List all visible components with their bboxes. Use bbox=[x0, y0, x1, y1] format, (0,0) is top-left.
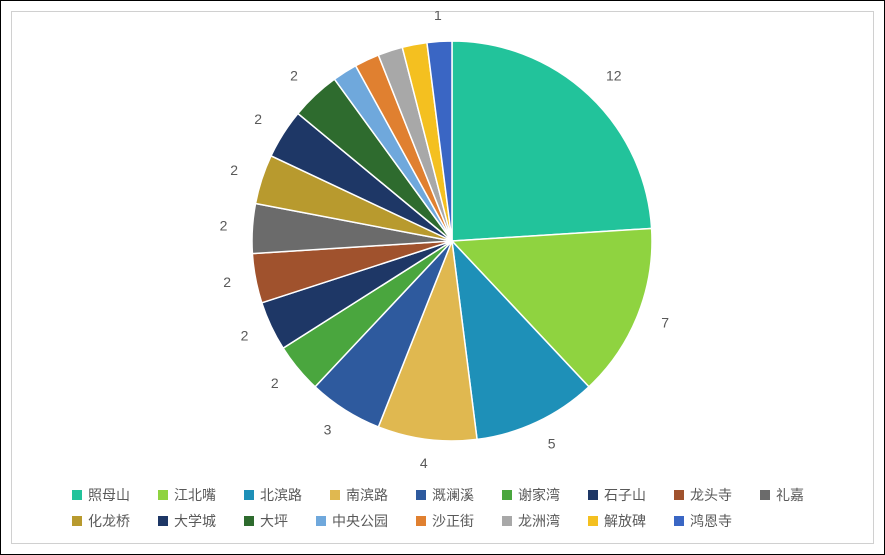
legend-item: 谢家湾 bbox=[502, 485, 560, 505]
slice-data-label: 7 bbox=[661, 315, 669, 331]
slice-data-label: 1 bbox=[434, 11, 442, 23]
chart-legend: 照母山 江北嘴 北滨路 南滨路 溉澜溪 谢家湾 石子山 龙头寺 礼嘉化龙桥 大学城 大坪 中央公园 沙正… bbox=[72, 485, 813, 531]
legend-swatch bbox=[416, 490, 426, 500]
chart-inner-frame: 12 7 5 4 3 2 2 2 2 2 2 2 1 照母山 江北嘴 北滨路 南滨路 溉澜溪 谢家湾 石子山 龙头寺 礼… bbox=[11, 11, 874, 544]
legend-label: 石子山 bbox=[604, 485, 646, 505]
legend-label: 鸿恩寺 bbox=[690, 511, 732, 531]
legend-item: 溉澜溪 bbox=[416, 485, 474, 505]
legend-swatch bbox=[674, 490, 684, 500]
legend-swatch bbox=[502, 490, 512, 500]
legend-item: 大坪 bbox=[244, 511, 288, 531]
slice-data-label: 2 bbox=[241, 328, 249, 344]
slice-data-label: 2 bbox=[271, 375, 279, 391]
legend-label: 化龙桥 bbox=[88, 511, 130, 531]
legend-item: 照母山 bbox=[72, 485, 130, 505]
legend-label: 解放碑 bbox=[604, 511, 646, 531]
pie-chart: 12 7 5 4 3 2 2 2 2 2 2 2 1 bbox=[12, 11, 873, 474]
legend-swatch bbox=[674, 516, 684, 526]
legend-label: 江北嘴 bbox=[174, 485, 216, 505]
chart-container: 12 7 5 4 3 2 2 2 2 2 2 2 1 照母山 江北嘴 北滨路 南滨路 溉澜溪 谢家湾 石子山 龙头寺 礼… bbox=[0, 0, 885, 555]
legend-label: 谢家湾 bbox=[518, 485, 560, 505]
legend-swatch bbox=[588, 490, 598, 500]
legend-swatch bbox=[316, 516, 326, 526]
slice-data-label: 2 bbox=[220, 218, 228, 234]
legend-item: 北滨路 bbox=[244, 485, 302, 505]
slice-data-label: 2 bbox=[254, 111, 262, 127]
legend-label: 龙头寺 bbox=[690, 485, 732, 505]
legend-swatch bbox=[244, 490, 254, 500]
legend-swatch bbox=[416, 516, 426, 526]
legend-label: 沙正街 bbox=[432, 511, 474, 531]
legend-item: 礼嘉 bbox=[760, 485, 804, 505]
legend-item: 沙正街 bbox=[416, 511, 474, 531]
legend-item: 龙头寺 bbox=[674, 485, 732, 505]
legend-swatch bbox=[588, 516, 598, 526]
legend-item: 鸿恩寺 bbox=[674, 511, 732, 531]
legend-swatch bbox=[244, 516, 254, 526]
legend-item: 大学城 bbox=[158, 511, 216, 531]
slice-data-label: 4 bbox=[420, 455, 428, 471]
legend-item: 南滨路 bbox=[330, 485, 388, 505]
legend-swatch bbox=[158, 490, 168, 500]
slice-data-label: 2 bbox=[223, 274, 231, 290]
legend-label: 照母山 bbox=[88, 485, 130, 505]
pie-area: 12 7 5 4 3 2 2 2 2 2 2 2 1 bbox=[12, 12, 873, 473]
legend-label: 大学城 bbox=[174, 511, 216, 531]
legend-swatch bbox=[330, 490, 340, 500]
legend-label: 北滨路 bbox=[260, 485, 302, 505]
legend-label: 南滨路 bbox=[346, 485, 388, 505]
legend-item: 中央公园 bbox=[316, 511, 388, 531]
legend-swatch bbox=[72, 490, 82, 500]
legend-item: 化龙桥 bbox=[72, 511, 130, 531]
pie-slice bbox=[452, 41, 652, 241]
legend-label: 溉澜溪 bbox=[432, 485, 474, 505]
legend-swatch bbox=[72, 516, 82, 526]
legend-item: 解放碑 bbox=[588, 511, 646, 531]
slice-data-label: 2 bbox=[230, 162, 238, 178]
legend-item: 龙洲湾 bbox=[502, 511, 560, 531]
legend-swatch bbox=[502, 516, 512, 526]
slice-data-label: 12 bbox=[606, 68, 622, 84]
legend-label: 龙洲湾 bbox=[518, 511, 560, 531]
legend-swatch bbox=[760, 490, 770, 500]
legend-item: 江北嘴 bbox=[158, 485, 216, 505]
slice-data-label: 2 bbox=[290, 68, 298, 84]
legend-swatch bbox=[158, 516, 168, 526]
slice-data-label: 5 bbox=[548, 435, 556, 451]
legend-label: 中央公园 bbox=[332, 511, 388, 531]
slice-data-label: 3 bbox=[324, 422, 332, 438]
legend-item: 石子山 bbox=[588, 485, 646, 505]
legend-label: 礼嘉 bbox=[776, 485, 804, 505]
legend-label: 大坪 bbox=[260, 511, 288, 531]
